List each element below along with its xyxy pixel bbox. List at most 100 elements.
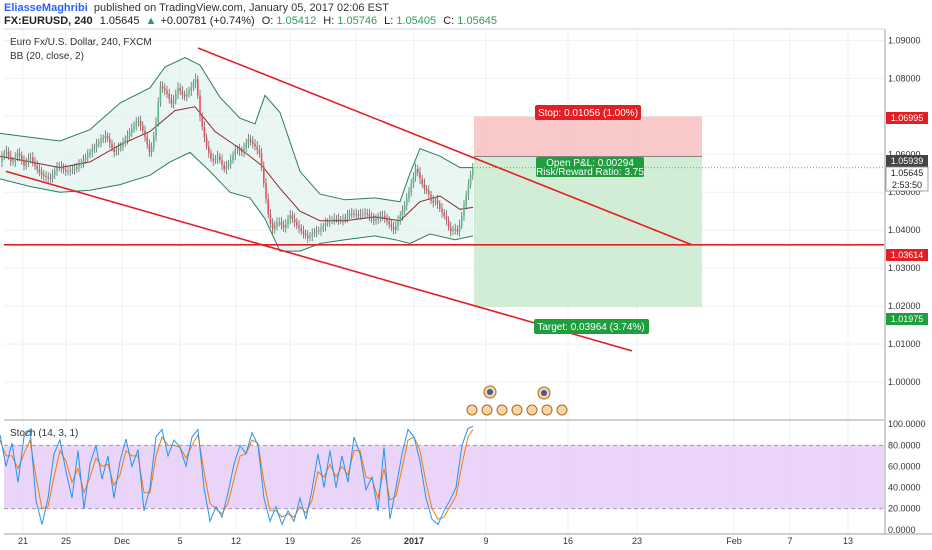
pl-badge[interactable]: Open P&L: 0.00294 Risk/Reward Ratio: 3.7… [536,157,644,178]
candle-body [274,225,276,230]
candle-body [117,148,120,151]
candle-body [280,222,283,226]
candle-body [421,178,423,185]
candle-body [38,169,41,172]
event-flag-icon[interactable] [541,404,553,416]
candle-body [456,229,459,232]
symbol-label: FX:EURUSD, 240 [4,15,93,27]
stoch-tick-label: 80.0000 [888,440,921,450]
candle-body [16,153,19,158]
stop-badge[interactable]: Stop: 0.01056 (1.00%) [535,105,641,120]
candle-body [139,120,142,126]
candle-body [346,215,349,218]
event-flag-icon[interactable] [526,404,538,416]
time-tick-label: 2017 [404,536,424,546]
candle-body [441,208,443,213]
candle-body [170,98,173,104]
pl-badge-bg [536,157,644,177]
candle-body [230,160,232,164]
candle-body [263,166,265,184]
event-flag-icon[interactable] [466,404,478,416]
candle-body [45,176,47,178]
author-link[interactable]: EliasseMaghribi [4,2,88,14]
price-tick-label: 1.00000 [888,377,921,387]
candle-body [122,143,124,146]
candle-body [443,212,445,216]
candle-body [353,213,355,215]
support-price-tag-bg [886,249,928,261]
candle-body [190,87,192,92]
candle-body [307,235,309,238]
candle-body [408,191,410,199]
candle-body [133,125,135,129]
candle-body [245,143,247,148]
candle-body [256,146,258,150]
stoch-legend: Stoch (14, 3, 1) [10,428,78,439]
candle-body [12,161,14,162]
candle-body [150,146,153,153]
candle-body [197,79,199,96]
candle-body [199,95,201,117]
candle-body [384,215,386,219]
time-tick-label: 23 [632,536,642,546]
header-line-2: FX:EURUSD, 240 1.05645 ▲ +0.00781 (+0.74… [4,15,497,27]
stop-zone [474,116,702,157]
candle-body [296,222,298,226]
candle-body [329,220,331,222]
candle-body [357,214,360,216]
stoch-pane[interactable] [0,425,884,526]
candle-body [5,151,8,154]
candle-body [76,166,78,169]
target-badge[interactable]: Target: 0.03964 (3.74%) [534,319,649,334]
time-tick-label: 13 [843,536,853,546]
candle-body [221,160,223,166]
candle-body [430,194,432,201]
candle-body [304,233,307,236]
close-value: 1.05645 [457,15,497,27]
stoch-tick-label: 60.0000 [888,461,921,471]
candle-body [377,217,379,220]
candle-body [73,168,76,170]
event-flag-icon[interactable] [496,404,508,416]
candle-body [271,223,274,230]
event-flag-icon[interactable] [481,404,493,416]
candle-body [87,154,89,158]
candle-body [183,94,186,97]
candle-body [381,215,384,217]
price-tick-label: 1.01000 [888,339,921,349]
candle-body [65,169,67,172]
candle-body [225,166,228,170]
candle-body [29,157,32,159]
stoch-tick-label: 0.0000 [888,525,916,535]
event-flag-icon[interactable] [556,404,568,416]
candle-body [98,142,100,145]
candle-body [177,87,179,95]
candle-body [21,155,23,161]
candle-body [300,228,302,232]
last-price-tag: 1.05645 2:53:50 [885,166,929,192]
candle-body [69,170,71,172]
candle-body [291,215,294,219]
time-tick-label: 9 [483,536,488,546]
candle-body [34,161,36,166]
candle-body [155,122,157,137]
candle-body [47,177,49,179]
bb-fill [0,57,473,252]
candle-body [463,205,465,216]
candle-body [366,213,368,215]
candle-body [142,125,144,131]
time-tick-label: 7 [787,536,792,546]
candle-body [236,149,239,151]
candle-body [51,174,54,179]
event-icons[interactable] [466,385,568,416]
candle-body [56,167,58,171]
candle-body [148,144,151,153]
candle-body [157,102,159,123]
candle-body [93,147,96,150]
event-flag-icon[interactable] [511,404,523,416]
candle-body [100,140,102,143]
candle-body [194,79,197,84]
stoch-k-line [0,425,474,526]
candle-body [265,183,267,199]
candle-body [104,135,107,138]
